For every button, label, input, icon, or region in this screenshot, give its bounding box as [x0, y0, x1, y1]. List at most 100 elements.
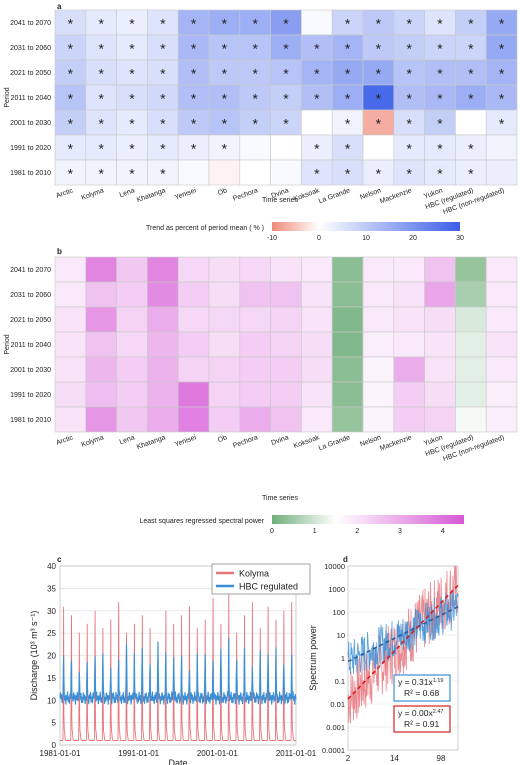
- a-significance-star: *: [468, 16, 474, 32]
- d-ytick: 1: [341, 654, 345, 663]
- a-colorbar-tick: -10: [267, 235, 277, 242]
- a-col-label: Arctic: [55, 187, 74, 200]
- a-cell: [85, 159, 117, 186]
- a-significance-star: *: [406, 166, 412, 182]
- b-cell: [270, 406, 302, 433]
- a-significance-star: *: [437, 116, 443, 132]
- a-cell: [424, 109, 456, 136]
- b-cell: [239, 331, 271, 358]
- a-cell: [116, 159, 148, 186]
- a-significance-star: *: [437, 66, 443, 82]
- a-cell: [393, 109, 425, 136]
- b-cell: [485, 356, 518, 383]
- b-col-label: Arctic: [55, 434, 74, 447]
- b-cell: [85, 256, 117, 283]
- b-row-label: 2001 to 2030: [10, 367, 51, 374]
- a-significance-star: *: [376, 66, 382, 82]
- b-cell: [485, 331, 518, 358]
- b-cell: [485, 281, 518, 308]
- a-significance-star: *: [345, 141, 351, 157]
- c-ytick: 40: [47, 562, 56, 571]
- b-cell: [239, 381, 271, 408]
- a-significance-star: *: [160, 116, 166, 132]
- b-col-label: La Grande: [318, 434, 352, 452]
- a-significance-star: *: [222, 66, 228, 82]
- c-series-hbc-regulated: [59, 637, 297, 706]
- d-ytick: 1000: [328, 585, 345, 594]
- b-cell: [424, 331, 456, 358]
- b-col-label: Lena: [119, 434, 136, 446]
- b-cell: [54, 331, 87, 358]
- a-cell: [393, 34, 425, 61]
- b-cell: [393, 256, 425, 283]
- a-significance-star: *: [222, 91, 228, 107]
- a-significance-star: *: [160, 166, 166, 182]
- b-cell: [301, 381, 333, 408]
- a-significance-star: *: [283, 66, 289, 82]
- a-cell: [393, 9, 425, 36]
- a-cell: [455, 109, 487, 136]
- b-cell: [331, 356, 364, 383]
- b-cell: [54, 281, 87, 308]
- c-plot-frame: [59, 565, 297, 746]
- a-cell: [147, 84, 179, 111]
- a-significance-star: *: [376, 166, 382, 182]
- a-significance-star: *: [98, 141, 104, 157]
- a-ylabel: Period: [4, 87, 11, 107]
- b-cell: [177, 256, 210, 283]
- b-cell: [455, 306, 487, 333]
- a-cell: [85, 134, 117, 161]
- d-equation: y = 0.00x2.47: [398, 708, 443, 718]
- b-cell: [147, 356, 179, 383]
- panel-label-d: d: [343, 555, 348, 564]
- b-cell: [116, 356, 148, 383]
- a-significance-star: *: [98, 166, 104, 182]
- b-col-label: Dvina: [270, 434, 289, 447]
- a-significance-star: *: [98, 91, 104, 107]
- a-colorbar: [272, 222, 460, 231]
- b-cell: [393, 306, 425, 333]
- b-cell: [485, 306, 518, 333]
- a-significance-star: *: [160, 16, 166, 32]
- c-ytick: 25: [47, 629, 56, 638]
- c-ytick: 10: [47, 696, 56, 705]
- b-cell: [177, 331, 210, 358]
- a-significance-star: *: [129, 116, 135, 132]
- a-significance-star: *: [252, 91, 258, 107]
- b-cell: [362, 281, 395, 308]
- a-significance-star: *: [222, 116, 228, 132]
- a-col-label: Ob: [217, 187, 228, 197]
- a-col-label: La Grande: [318, 187, 352, 205]
- a-cell: [331, 159, 364, 186]
- b-cell: [424, 306, 456, 333]
- b-cell: [270, 281, 302, 308]
- b-cell: [147, 406, 179, 433]
- a-significance-star: *: [68, 141, 74, 157]
- b-cell: [116, 306, 148, 333]
- a-significance-star: *: [68, 91, 74, 107]
- a-significance-star: *: [468, 66, 474, 82]
- a-significance-star: *: [160, 141, 166, 157]
- a-significance-star: *: [160, 41, 166, 57]
- b-cell: [331, 281, 364, 308]
- b-cell: [393, 331, 425, 358]
- a-significance-star: *: [129, 91, 135, 107]
- a-significance-star: *: [252, 66, 258, 82]
- a-significance-star: *: [406, 66, 412, 82]
- d-xtick: 98: [437, 754, 446, 763]
- b-cell: [331, 306, 364, 333]
- a-colorbar-tick: 10: [362, 235, 370, 242]
- b-row-label: 2021 to 2050: [10, 317, 51, 324]
- c-ytick: 5: [52, 719, 57, 728]
- b-cell: [331, 381, 364, 408]
- b-cell: [393, 381, 425, 408]
- d-ytick: 10000: [324, 562, 345, 571]
- a-significance-star: *: [98, 41, 104, 57]
- a-significance-star: *: [499, 116, 505, 132]
- b-cell: [85, 356, 117, 383]
- b-cell: [270, 381, 302, 408]
- b-cell: [362, 381, 395, 408]
- d-xtick: 14: [390, 754, 399, 763]
- b-cell: [54, 306, 87, 333]
